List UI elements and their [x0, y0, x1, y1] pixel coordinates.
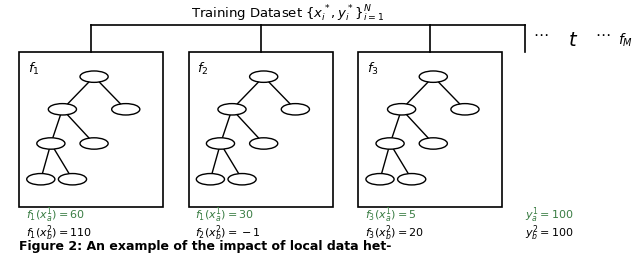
Text: Training Dataset $\{x_i^*, y_i^*\}_{i=1}^N$: Training Dataset $\{x_i^*, y_i^*\}_{i=1}…: [191, 4, 385, 24]
Circle shape: [206, 138, 235, 149]
Circle shape: [419, 71, 447, 82]
Circle shape: [80, 138, 108, 149]
Circle shape: [250, 138, 278, 149]
Text: $f_3(x_a^1) = 5$: $f_3(x_a^1) = 5$: [365, 206, 417, 225]
Circle shape: [388, 104, 416, 115]
Text: $f_2$: $f_2$: [197, 61, 209, 77]
Circle shape: [250, 71, 278, 82]
Circle shape: [419, 138, 447, 149]
Circle shape: [49, 104, 77, 115]
Circle shape: [451, 104, 479, 115]
Text: $f_3(x_b^2) = 20$: $f_3(x_b^2) = 20$: [365, 223, 424, 243]
Circle shape: [196, 174, 225, 185]
Circle shape: [37, 138, 65, 149]
Circle shape: [27, 174, 55, 185]
Text: $\cdots$: $\cdots$: [595, 26, 611, 40]
Text: $f_1(x_b^2) = 110$: $f_1(x_b^2) = 110$: [26, 223, 92, 243]
Text: $f_3$: $f_3$: [367, 61, 378, 77]
Text: $f_1(x_a^1) = 60$: $f_1(x_a^1) = 60$: [26, 206, 85, 225]
Text: $f_M$: $f_M$: [618, 32, 634, 49]
Text: $\cdots$: $\cdots$: [533, 26, 548, 40]
Text: $f_1(x_a^1) = 30$: $f_1(x_a^1) = 30$: [195, 206, 255, 225]
Circle shape: [228, 174, 256, 185]
Circle shape: [80, 71, 108, 82]
Text: $f_1$: $f_1$: [28, 61, 39, 77]
Text: $t$: $t$: [568, 32, 578, 50]
Circle shape: [282, 104, 310, 115]
Text: $f_2(x_b^2) = -1$: $f_2(x_b^2) = -1$: [195, 223, 260, 243]
Circle shape: [366, 174, 394, 185]
Circle shape: [397, 174, 426, 185]
Circle shape: [112, 104, 140, 115]
FancyBboxPatch shape: [19, 52, 163, 207]
Circle shape: [376, 138, 404, 149]
Circle shape: [218, 104, 246, 115]
Circle shape: [58, 174, 86, 185]
Text: $y_b^2 = 100$: $y_b^2 = 100$: [525, 223, 573, 243]
Text: $y_a^1 = 100$: $y_a^1 = 100$: [525, 206, 573, 225]
FancyBboxPatch shape: [358, 52, 502, 207]
FancyBboxPatch shape: [189, 52, 333, 207]
Text: Figure 2: An example of the impact of local data het-: Figure 2: An example of the impact of lo…: [19, 240, 392, 253]
